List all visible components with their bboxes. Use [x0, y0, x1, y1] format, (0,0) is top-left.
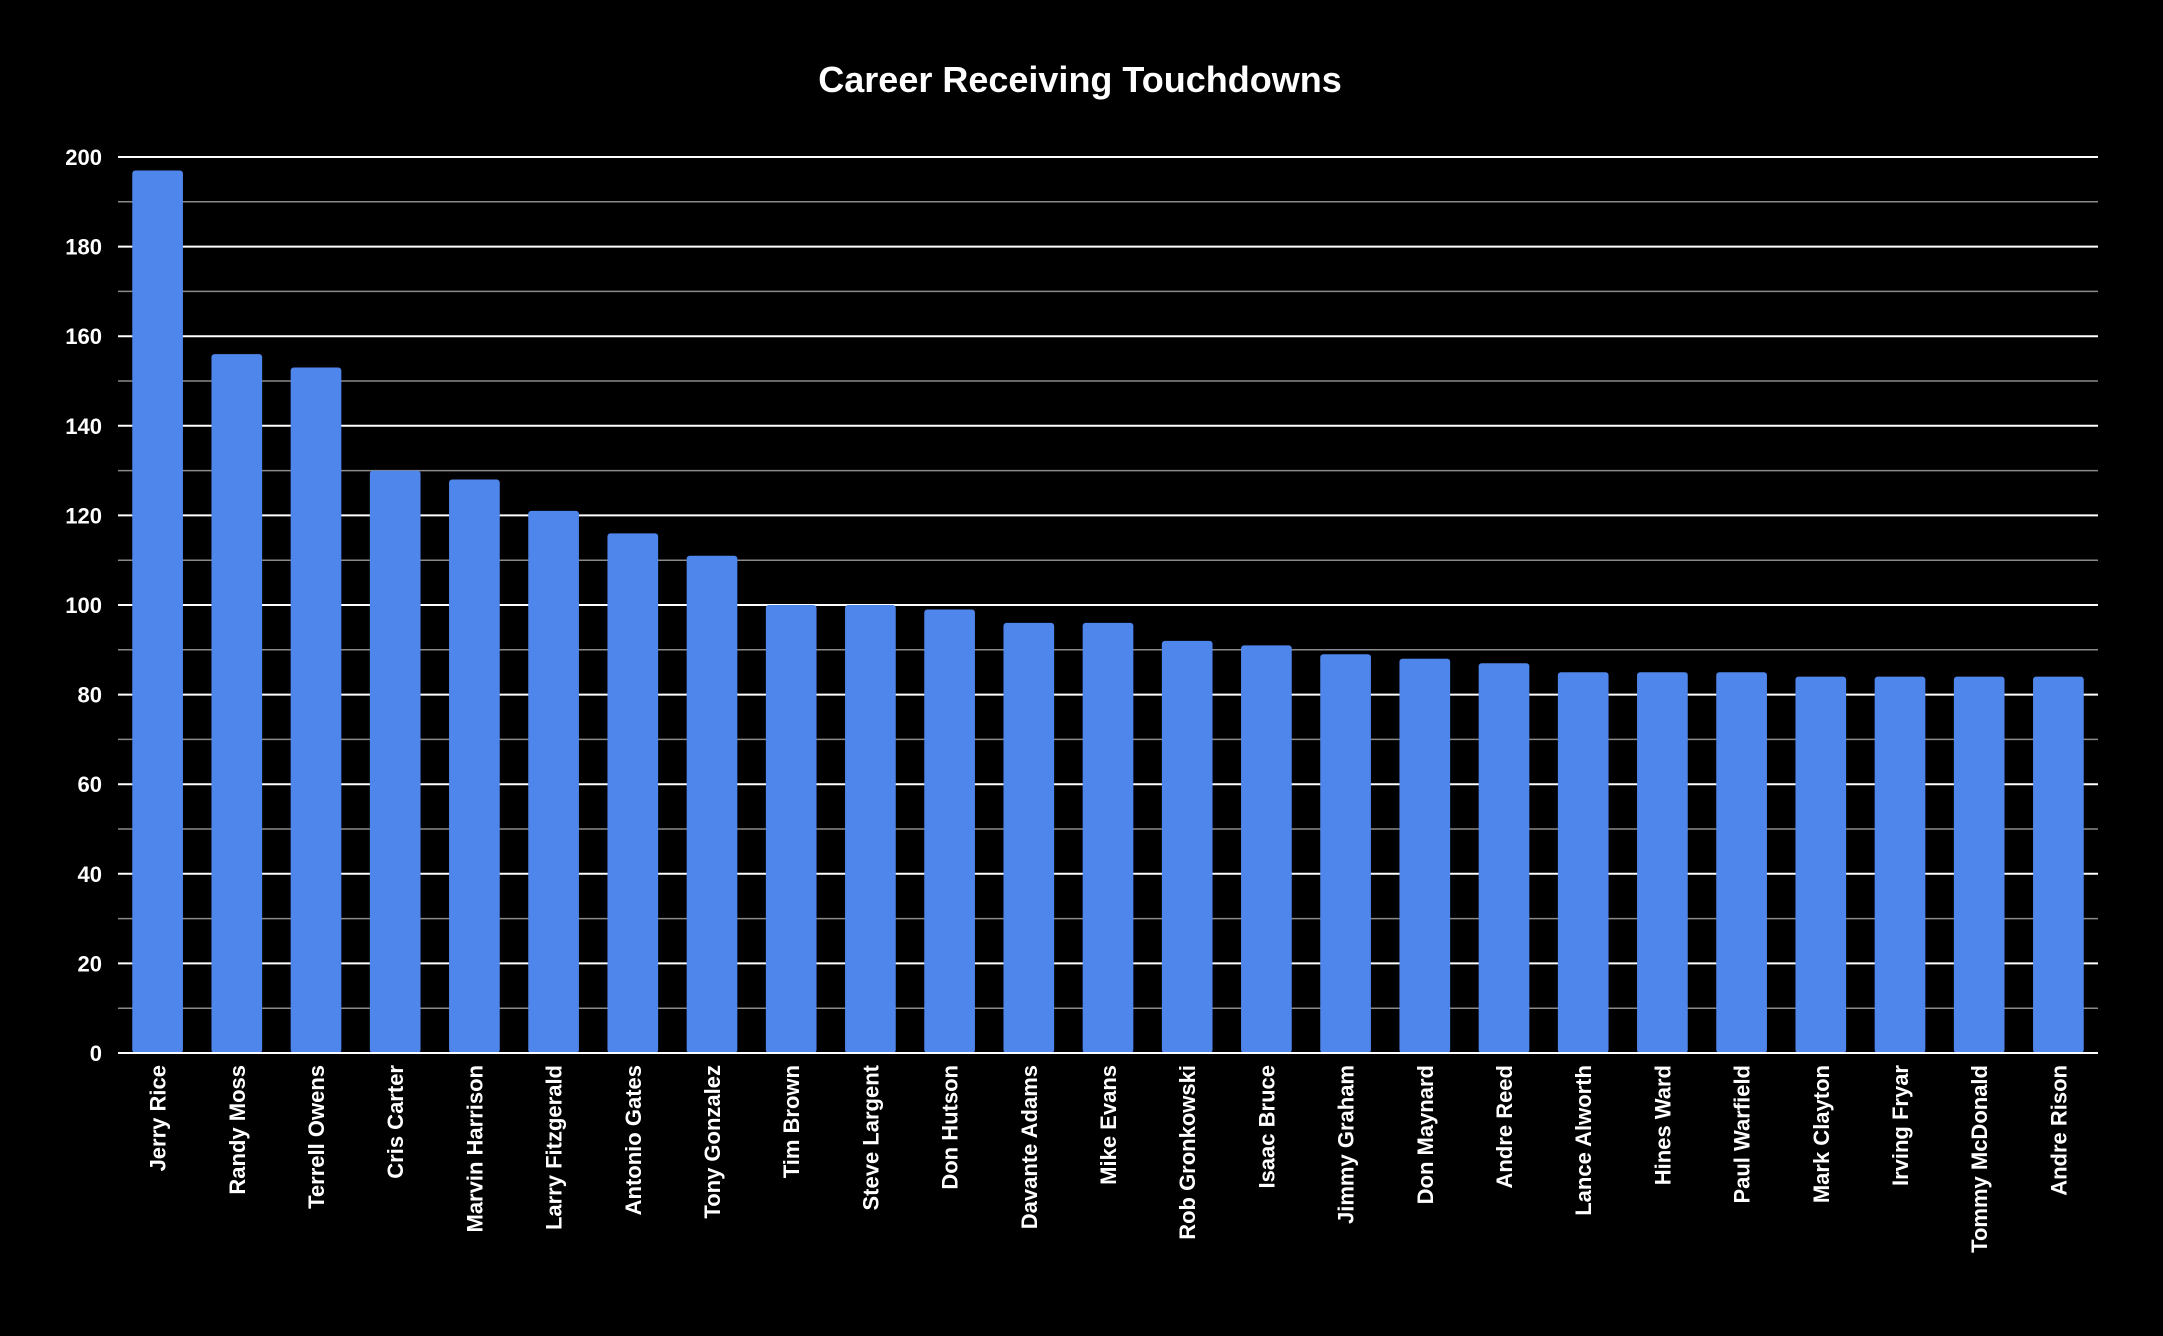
- bar: [369, 470, 421, 1054]
- bars: [132, 170, 2084, 1054]
- bar: [528, 510, 579, 1053]
- x-tick-label: Cris Carter: [383, 1065, 408, 1179]
- x-tick-label: Tim Brown: [779, 1065, 804, 1178]
- x-tick-label: Davante Adams: [1017, 1065, 1042, 1229]
- bar: [1953, 676, 2005, 1053]
- y-axis-tick-labels: 0 20 40 60 80 100 120 140 160 180 200: [65, 145, 102, 1066]
- bar: [1557, 672, 1609, 1053]
- chart-title: Career Receiving Touchdowns: [818, 59, 1341, 100]
- x-tick-label: Irving Fryar: [1888, 1065, 1913, 1186]
- bar: [132, 170, 183, 1053]
- bar: [449, 479, 500, 1053]
- y-tick-label: 120: [65, 503, 102, 528]
- x-axis-tick-labels: Jerry Rice Randy Moss Terrell Owens Cris Ca…: [146, 1064, 2072, 1252]
- y-tick-label: 0: [90, 1041, 102, 1066]
- bar: [1241, 645, 1292, 1053]
- x-tick-label: Jerry Rice: [146, 1065, 171, 1171]
- x-tick-label: Hines Ward: [1650, 1065, 1675, 1185]
- bar: [1003, 622, 1055, 1053]
- bar: [686, 555, 738, 1053]
- x-tick-label: Lance Alworth: [1571, 1065, 1596, 1216]
- x-tick-label: Don Hutson: [938, 1065, 963, 1190]
- bar: [1399, 658, 1451, 1053]
- x-tick-label: Antonio Gates: [621, 1065, 646, 1215]
- x-tick-label: Andre Reed: [1492, 1065, 1517, 1188]
- x-tick-label: Tony Gonzalez: [700, 1065, 725, 1219]
- bar: [1795, 676, 1847, 1053]
- x-tick-label: Paul Warfield: [1730, 1065, 1755, 1204]
- y-tick-label: 60: [78, 772, 102, 797]
- bar: [1716, 672, 1767, 1053]
- bar: [211, 354, 263, 1053]
- x-tick-label: Larry Fitzgerald: [542, 1065, 567, 1230]
- x-tick-label: Don Maynard: [1413, 1065, 1438, 1204]
- x-tick-label: Jimmy Graham: [1334, 1065, 1359, 1224]
- y-tick-label: 80: [78, 683, 102, 708]
- x-tick-label: Andre Rison: [2046, 1065, 2071, 1196]
- x-tick-label: Marvin Harrison: [462, 1065, 487, 1233]
- bar: [1874, 676, 1926, 1053]
- bar: [290, 367, 342, 1053]
- y-tick-label: 20: [78, 951, 102, 976]
- bar: [765, 605, 817, 1053]
- y-tick-label: 160: [65, 324, 102, 349]
- bar: [1161, 640, 1213, 1053]
- bar: [924, 609, 975, 1053]
- x-tick-label: Tommy McDonald: [1967, 1065, 1992, 1253]
- y-tick-label: 180: [65, 235, 102, 260]
- x-tick-label: Steve Largent: [858, 1064, 883, 1210]
- bar: [1082, 622, 1134, 1053]
- y-tick-label: 200: [65, 145, 102, 170]
- bar: [845, 605, 896, 1053]
- x-tick-label: Mike Evans: [1096, 1065, 1121, 1185]
- y-tick-label: 140: [65, 414, 102, 439]
- x-tick-label: Mark Clayton: [1809, 1065, 1834, 1203]
- y-tick-label: 40: [78, 862, 102, 887]
- x-tick-label: Isaac Bruce: [1254, 1065, 1279, 1189]
- bar: [1637, 672, 1688, 1053]
- y-tick-label: 100: [65, 593, 102, 618]
- bar: [1320, 654, 1371, 1053]
- x-tick-label: Rob Gronkowski: [1175, 1065, 1200, 1240]
- bar: [607, 533, 659, 1053]
- x-tick-label: Randy Moss: [225, 1065, 250, 1195]
- x-tick-label: Terrell Owens: [304, 1065, 329, 1209]
- bar: [1478, 663, 1530, 1053]
- bar: [2033, 676, 2084, 1053]
